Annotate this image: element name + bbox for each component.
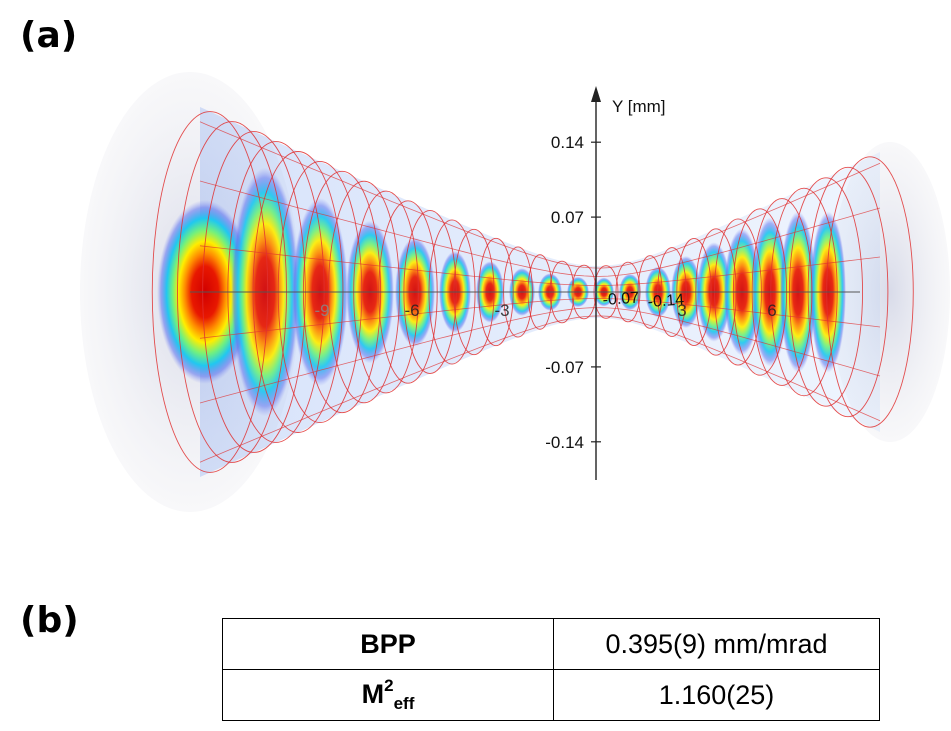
y-tick-label: -0.14	[545, 433, 584, 452]
z-tick-label: -6	[404, 301, 419, 320]
y-axis-arrow	[591, 86, 601, 102]
param-value-bpp: 0.395(9) mm/mrad	[553, 618, 880, 670]
y-tick-label: 0.07	[551, 208, 584, 227]
beam-caustic-plot: Y [mm] 0.14 0.07 -0.07 -0.14 -9 -6 -3 3 6 -0.07 -0.…	[80, 72, 950, 512]
axes	[190, 86, 860, 480]
y-tick-label: 0.14	[551, 133, 584, 152]
z-tick-label: 3	[677, 301, 686, 320]
mesh-line	[199, 245, 881, 286]
param-name-m2eff: M2eff	[222, 669, 554, 721]
center-tick-label: -0.14	[647, 291, 685, 311]
y-tick-label: -0.07	[545, 358, 584, 377]
table-row: BPP 0.395(9) mm/mrad	[222, 618, 880, 670]
param-subscript: eff	[393, 694, 415, 713]
center-tick-label: -0.07	[602, 289, 640, 309]
beam-parameters-table: BPP 0.395(9) mm/mrad M2eff 1.160(25)	[222, 618, 880, 721]
panel-label-a: (a)	[20, 15, 78, 56]
z-tick-label: -9	[314, 301, 329, 320]
mesh-line	[199, 180, 881, 277]
table-row: M2eff 1.160(25)	[222, 669, 880, 721]
panel-label-b: (b)	[20, 600, 79, 641]
mesh-line	[199, 121, 881, 269]
mesh-line	[199, 298, 881, 339]
param-name-bpp: BPP	[222, 618, 554, 670]
beam-caustic-figure: Y [mm] 0.14 0.07 -0.07 -0.14 -9 -6 -3 3 6 -0.07 -0.…	[0, 60, 951, 540]
z-tick-label: 6	[767, 301, 776, 320]
param-value-m2eff: 1.160(25)	[553, 669, 880, 721]
z-tick-label: -3	[494, 301, 509, 320]
param-symbol: M	[361, 679, 385, 709]
mesh-line	[199, 307, 881, 404]
axis-labels: Y [mm] 0.14 0.07 -0.07 -0.14 -9 -6 -3 3 6 -0.07 -0.…	[314, 97, 776, 452]
y-axis-label: Y [mm]	[612, 97, 666, 116]
mesh-line	[199, 315, 881, 463]
param-superscript: 2	[384, 676, 394, 695]
